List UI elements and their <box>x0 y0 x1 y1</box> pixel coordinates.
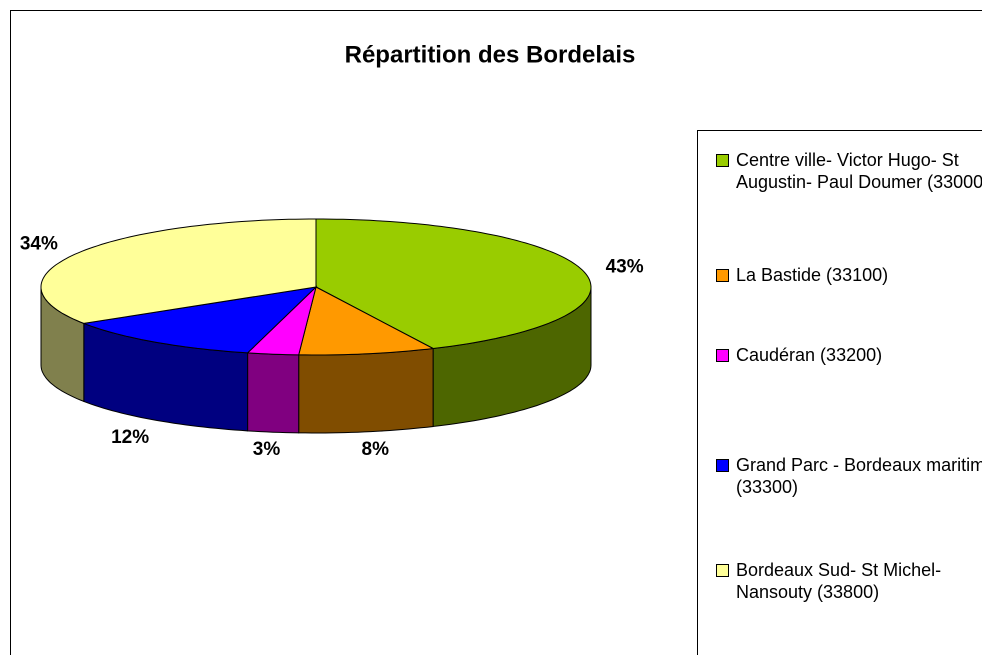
legend-swatch <box>716 459 729 472</box>
chart-frame <box>10 10 982 655</box>
data-label: 8% <box>362 439 390 460</box>
legend-label: Centre ville- Victor Hugo- St Augustin- … <box>736 150 982 192</box>
slice <box>40 218 317 324</box>
slice <box>81 286 318 354</box>
legend: Centre ville- Victor Hugo- St Augustin- … <box>697 130 982 655</box>
legend-label: Bordeaux Sud- St Michel- Nansouty (33800… <box>736 560 942 602</box>
slice-side <box>247 352 300 434</box>
legend-item: Centre ville- Victor Hugo- St Augustin- … <box>712 149 982 193</box>
slice-side <box>298 347 434 434</box>
data-label: 34% <box>20 233 58 254</box>
data-label: 43% <box>606 257 644 278</box>
legend-swatch <box>716 154 729 167</box>
slice <box>315 218 592 350</box>
legend-item: Bordeaux Sud- St Michel- Nansouty (33800… <box>712 559 982 603</box>
legend-swatch <box>716 564 729 577</box>
data-label: 12% <box>111 427 149 448</box>
legend-item: Grand Parc - Bordeaux maritime (33300) <box>712 454 982 498</box>
legend-item: La Bastide (33100) <box>712 264 982 286</box>
legend-swatch <box>716 349 729 362</box>
data-label: 3% <box>253 439 281 460</box>
legend-label: Grand Parc - Bordeaux maritime (33300) <box>736 455 982 497</box>
chart-title: Répartition des Bordelais <box>345 41 636 68</box>
slice <box>298 286 435 356</box>
legend-label: La Bastide (33100) <box>736 265 889 285</box>
legend-label: Caudéran (33200) <box>736 345 883 365</box>
legend-swatch <box>716 269 729 282</box>
legend-item: Caudéran (33200) <box>712 344 982 366</box>
